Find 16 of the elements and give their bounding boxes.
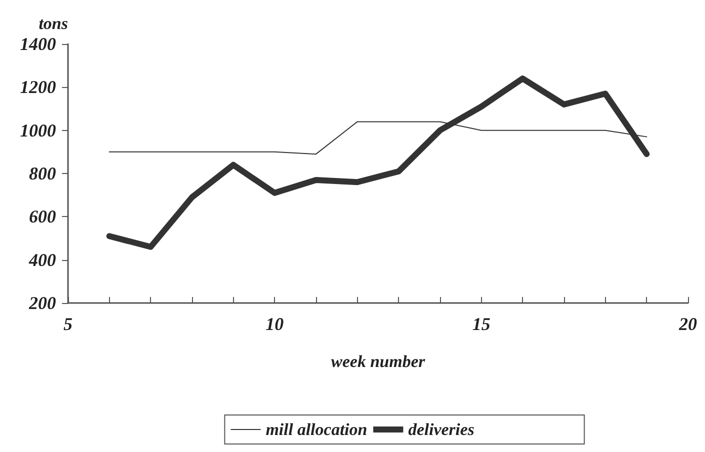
y-tick-label: 1400: [20, 34, 56, 54]
x-tick-label: 15: [472, 314, 490, 334]
legend-label: mill allocation: [266, 420, 368, 439]
line-series: [108, 121, 648, 155]
y-tick-label: 200: [28, 293, 56, 313]
y-tick-label: 800: [29, 164, 56, 184]
y-tick-label: 400: [28, 250, 56, 270]
y-axis-title: tons: [38, 14, 68, 33]
x-axis-title: week number: [331, 352, 426, 371]
x-tick-label: 5: [64, 314, 72, 334]
y-tick-label: 600: [29, 206, 56, 227]
x-tick-label: 20: [678, 314, 697, 334]
legend-label: deliveries: [408, 420, 475, 439]
y-tick-label: 1000: [20, 120, 56, 140]
x-tick-label: 10: [266, 314, 284, 334]
y-tick-label: 1200: [20, 77, 56, 98]
